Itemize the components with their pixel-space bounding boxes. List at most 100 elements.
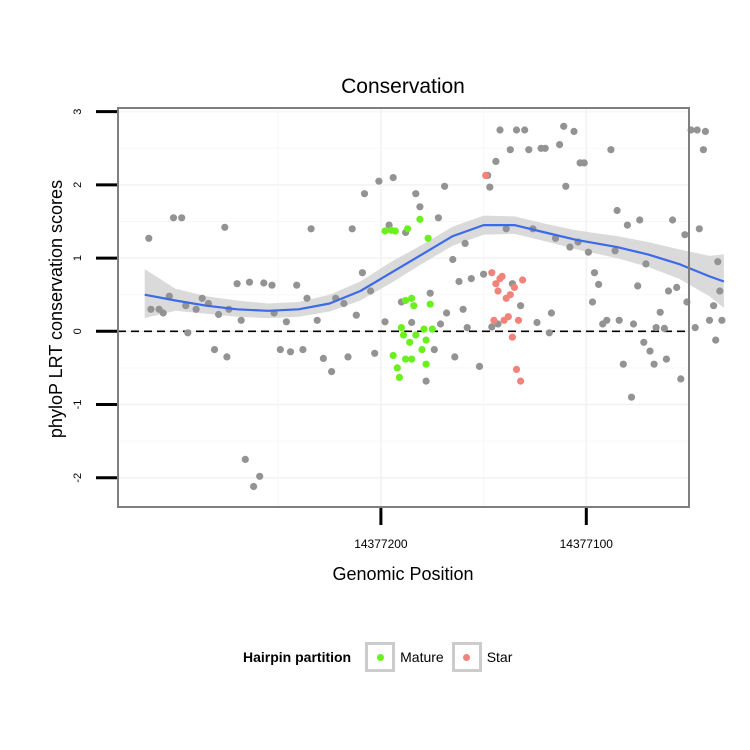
point-star [519,276,527,284]
point-other [352,311,360,319]
x-axis-label: Genomic Position [332,564,473,584]
point-other [650,360,658,368]
point-other [642,260,650,268]
point-other [293,281,301,289]
point-other [282,318,290,326]
point-star [494,287,502,295]
point-other [426,289,434,297]
point-other [371,349,379,357]
point-other [313,316,321,324]
point-other [268,281,276,289]
point-other [646,347,654,355]
point-other [233,280,241,288]
point-other [669,216,677,224]
axes-layer: -2 -1 0 1 2 3 14377200 14377100 [72,107,690,551]
point-other [613,206,621,215]
point-other [441,182,449,190]
point-mature [391,227,399,235]
point-mature [399,331,408,339]
point-star [517,377,525,385]
star-dot-icon [463,653,471,661]
point-other [673,283,681,291]
point-mature [397,324,405,332]
confidence-ribbon-layer [118,215,724,333]
point-star [488,269,496,277]
point-other [434,214,442,222]
y-axis-label: phyloP LRT conservation scores [46,180,66,438]
point-other [506,146,514,154]
point-star [492,280,500,288]
point-other [570,127,578,135]
point-other [449,255,457,264]
point-other [716,287,724,295]
point-other [299,346,307,354]
point-other [517,302,525,310]
point-other [652,324,660,332]
legend: Hairpin partition Mature Star [243,639,520,675]
point-other [656,308,664,316]
point-other [475,362,484,370]
point-other [250,482,258,491]
point-other [451,353,459,361]
point-other [455,277,463,286]
point-other [533,318,541,327]
point-mature [412,331,420,339]
point-mature [422,360,430,368]
y-tick-label: 2 [72,182,84,188]
point-star [510,283,518,291]
point-other [360,190,369,198]
point-other [178,214,186,222]
plot-border [117,107,690,508]
point-other [636,216,644,224]
point-other [480,270,488,278]
point-other [340,299,348,308]
smooth-line-layer [144,224,725,312]
point-other [662,355,671,363]
mature-dot-icon [376,653,384,661]
point-other [562,182,570,190]
point-mature [402,355,410,363]
point-other [223,353,231,361]
point-other [502,225,510,233]
point-other [215,310,223,319]
point-other [705,316,714,324]
y-tick-label: 0 [72,328,84,334]
y-tick-label: -1 [72,400,84,410]
point-mature [428,325,436,333]
point-other [560,122,568,130]
point-other [221,223,229,231]
point-other [496,126,504,134]
point-star [514,316,523,324]
point-other [627,393,636,401]
point-other [595,280,603,288]
point-other [660,324,669,332]
point-other [488,323,496,331]
point-other [512,126,521,134]
chart-title: Conservation [341,75,465,98]
point-mature [402,296,410,305]
point-other [241,455,249,463]
point-star [512,365,521,373]
point-star [490,316,498,324]
point-other [416,203,424,211]
point-other [681,231,689,239]
point-other [367,287,375,295]
point-mature [393,364,401,372]
point-mature [389,351,397,360]
point-mature [426,300,434,308]
point-other [556,141,564,149]
point-other [677,375,685,383]
point-mature [416,215,424,223]
point-other [430,346,438,354]
y-tick-label: -2 [72,473,84,483]
legend-title: Hairpin partition [243,649,352,665]
point-other [461,239,469,247]
smooth-fit-line [144,224,725,312]
point-other [381,318,389,326]
point-other [159,309,167,317]
point-other [358,269,366,277]
point-mature [395,373,403,381]
point-other [237,316,245,324]
point-star [482,171,490,179]
point-other [256,472,264,480]
